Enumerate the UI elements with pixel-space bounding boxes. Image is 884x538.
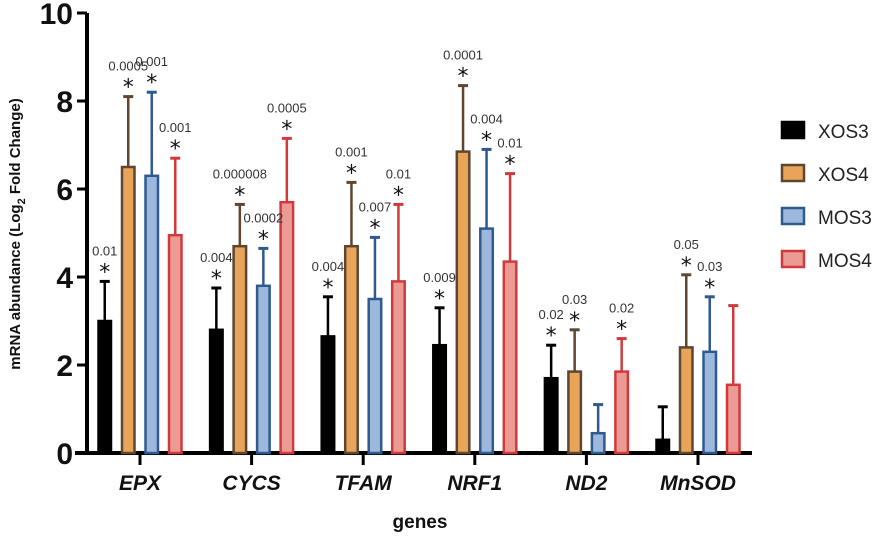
p-value-label: 0.007 xyxy=(359,199,392,214)
bar-mos4-epx xyxy=(167,233,183,455)
y-tick-label: 10 xyxy=(40,0,73,31)
p-value-label: 0.0002 xyxy=(243,210,283,225)
bars xyxy=(97,84,741,455)
y-axis-title-pre: mRNA abundance (Log xyxy=(7,204,24,369)
bar-xos3-nd2 xyxy=(543,376,559,455)
significance-star: * xyxy=(258,227,269,252)
x-tick-label: CYCS xyxy=(222,472,280,495)
y-tick-label: 2 xyxy=(56,350,73,383)
legend-label-mos4: MOS4 xyxy=(818,251,872,272)
bar-mos4-mnsod xyxy=(725,383,741,455)
p-value-label: 0.02 xyxy=(609,301,634,316)
significance-star: * xyxy=(281,117,292,142)
legend: XOS3 XOS4 MOS3 MOS4 xyxy=(780,120,872,272)
legend-swatch-mos3 xyxy=(780,206,806,226)
bar-xos3-cycs xyxy=(208,328,224,455)
p-value-label: 0.01 xyxy=(386,166,411,181)
legend-swatch-xos4 xyxy=(780,163,806,183)
bar-xos4-tfam xyxy=(343,244,359,455)
significance-star: * xyxy=(546,324,557,349)
significance-star: * xyxy=(458,65,469,90)
bar-mos4-cycs xyxy=(279,200,295,455)
bar-mos3-nrf1 xyxy=(479,227,495,455)
x-tick-label: EPX xyxy=(119,472,163,495)
legend-label-mos3: MOS3 xyxy=(818,208,872,229)
bar-xos4-nd2 xyxy=(567,370,583,455)
p-value-label: 0.0005 xyxy=(108,59,148,74)
x-tick-label: MnSOD xyxy=(660,472,736,495)
y-tick-label: 0 xyxy=(56,438,73,471)
x-axis-title: genes xyxy=(393,512,448,533)
p-value-label: 0.02 xyxy=(538,307,563,322)
x-tick-label: ND2 xyxy=(565,472,607,495)
significance-star: * xyxy=(434,287,445,312)
y-tick-label: 4 xyxy=(56,262,73,295)
bar-xos3-epx xyxy=(97,319,113,455)
significance-star: * xyxy=(369,216,380,241)
bar-mos3-nd2 xyxy=(590,431,606,455)
significance-star: * xyxy=(170,137,181,162)
significance-star: * xyxy=(234,183,245,208)
p-value-label: 0.000008 xyxy=(213,166,267,181)
y-axis-title-sub: 2 xyxy=(16,198,28,204)
y-axis-title-post: Fold Change) xyxy=(7,98,24,198)
bar-mos3-epx xyxy=(144,174,160,455)
significance-star: * xyxy=(481,128,492,153)
legend-label-xos4: XOS4 xyxy=(818,165,869,186)
p-value-label: 0.01 xyxy=(92,243,117,258)
bar-xos4-epx xyxy=(120,165,136,455)
significance-star: * xyxy=(99,260,110,285)
significance-star: * xyxy=(211,267,222,292)
y-tick-label: 6 xyxy=(56,174,73,207)
bar-xos3-mnsod xyxy=(655,438,671,455)
p-value-label: 0.0001 xyxy=(443,48,483,63)
p-value-label: 0.004 xyxy=(200,250,233,265)
significance-star: * xyxy=(322,276,333,301)
bar-xos4-nrf1 xyxy=(455,150,471,455)
significance-star: * xyxy=(346,161,357,186)
significance-star: * xyxy=(616,318,627,343)
x-axis: EPX CYCS TFAM NRF1 ND2 MnSOD xyxy=(75,451,752,495)
p-value-label: 0.03 xyxy=(562,292,587,307)
p-value-label: 0.004 xyxy=(470,111,503,126)
bar-xos4-mnsod xyxy=(678,346,694,455)
p-value-label: 0.05 xyxy=(674,237,699,252)
p-value-label: 0.001 xyxy=(159,120,192,135)
bar-mos4-nd2 xyxy=(614,370,630,455)
p-value-label: 0.01 xyxy=(497,136,522,151)
significance-star: * xyxy=(505,153,516,178)
x-tick-label: TFAM xyxy=(335,472,393,495)
significance-star: * xyxy=(569,309,580,334)
significance-star: * xyxy=(146,71,157,96)
p-value-label: 0.0005 xyxy=(267,100,307,115)
bar-mos4-tfam xyxy=(390,280,406,455)
p-value-label: 0.009 xyxy=(423,270,456,285)
y-axis-title: mRNA abundance (Log2 Fold Change) xyxy=(7,98,28,369)
bar-mos3-mnsod xyxy=(702,350,718,455)
p-value-label: 0.03 xyxy=(697,259,722,274)
bar-mos4-nrf1 xyxy=(502,260,518,455)
significance-annotations: *0.01*0.0005*0.001*0.001*0.004*0.000008*… xyxy=(92,48,722,350)
significance-star: * xyxy=(704,276,715,301)
significance-star: * xyxy=(123,76,134,101)
x-tick-label: NRF1 xyxy=(447,472,502,495)
bar-xos3-tfam xyxy=(320,335,336,455)
significance-star: * xyxy=(681,254,692,279)
p-value-label: 0.004 xyxy=(312,259,345,274)
p-value-label: 0.001 xyxy=(135,54,168,69)
bar-mos3-tfam xyxy=(367,297,383,455)
significance-star: * xyxy=(393,183,404,208)
bar-mos3-cycs xyxy=(255,284,271,455)
y-tick-label: 8 xyxy=(56,86,73,119)
legend-label-xos3: XOS3 xyxy=(818,122,869,143)
legend-swatch-xos3 xyxy=(780,120,806,140)
bar-xos3-nrf1 xyxy=(432,343,448,455)
legend-swatch-mos4 xyxy=(780,249,806,269)
y-axis: 0 2 4 6 8 10 xyxy=(40,0,89,471)
bar-xos4-cycs xyxy=(232,244,248,455)
p-value-label: 0.001 xyxy=(335,144,368,159)
